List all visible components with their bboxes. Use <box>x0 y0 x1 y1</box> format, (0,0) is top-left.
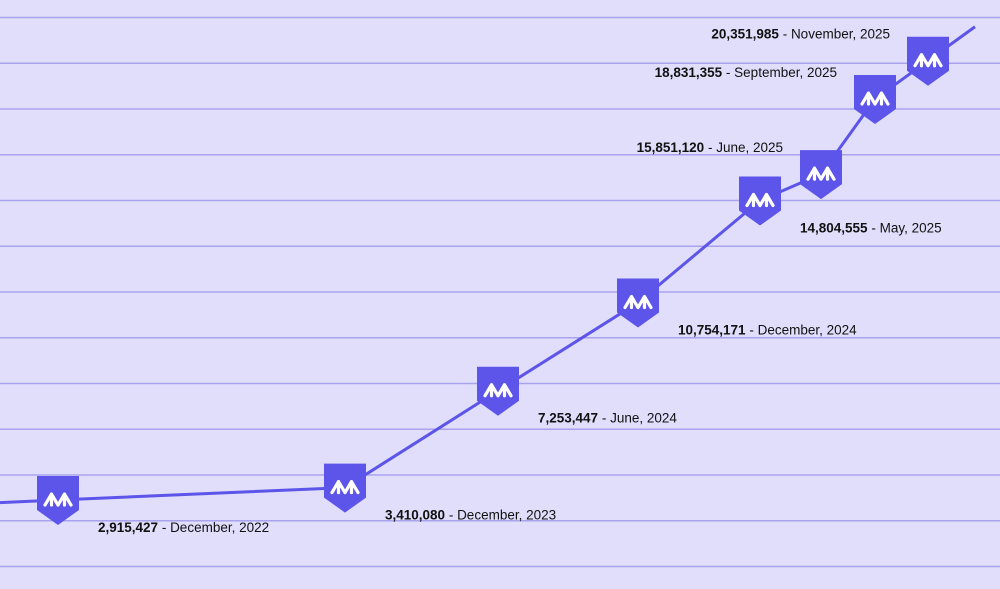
data-label-date: June, 2025 <box>716 140 783 155</box>
arrow-m-logo-icon <box>483 383 513 398</box>
arrow-m-logo-icon <box>623 294 653 310</box>
marker-shape <box>617 278 659 328</box>
series-line <box>0 25 976 505</box>
data-point-marker <box>800 150 842 200</box>
data-point-marker <box>477 366 519 416</box>
data-label-separator: - <box>598 411 610 426</box>
data-label-separator: - <box>868 220 880 235</box>
marker-shape <box>477 366 519 416</box>
data-label: 3,410,080 - December, 2023 <box>385 508 556 523</box>
data-label: 18,831,355 - September, 2025 <box>655 65 837 80</box>
data-label-value: 20,351,985 <box>711 27 779 42</box>
data-label: 15,851,120 - June, 2025 <box>637 140 783 155</box>
marker-shape <box>739 176 781 226</box>
data-point-marker <box>37 476 79 526</box>
arrow-m-logo-icon <box>330 479 360 495</box>
marker-shape <box>800 150 842 200</box>
data-label-value: 10,754,171 <box>678 323 746 338</box>
arrow-m-logo-icon <box>913 53 943 68</box>
gridlines <box>0 16 1000 568</box>
data-label-separator: - <box>722 65 734 80</box>
data-label: 7,253,447 - June, 2024 <box>538 411 677 426</box>
data-label: 2,915,427 - December, 2022 <box>98 520 269 535</box>
data-label-date: May, 2025 <box>880 220 942 235</box>
data-label-date: December, 2024 <box>758 323 858 338</box>
data-label-value: 18,831,355 <box>655 65 723 80</box>
data-label-value: 14,804,555 <box>800 220 868 235</box>
data-label-value: 7,253,447 <box>538 411 598 426</box>
data-label-date: December, 2022 <box>170 520 269 535</box>
data-label-separator: - <box>158 520 170 535</box>
marker-shape <box>37 476 79 526</box>
data-label-date: December, 2023 <box>457 508 556 523</box>
data-label-separator: - <box>779 27 791 42</box>
marker-shape <box>854 75 896 125</box>
data-label: 10,754,171 - December, 2024 <box>678 323 857 338</box>
marker-shape <box>324 463 366 513</box>
data-label-group: 2,915,427 - December, 2022 3,410,080 - De… <box>98 27 942 535</box>
data-label-date: November, 2025 <box>791 27 890 42</box>
arrow-m-logo-icon <box>860 91 890 106</box>
data-point-marker <box>739 176 781 226</box>
arrow-m-logo-icon <box>43 492 73 507</box>
marker-group <box>37 36 949 526</box>
data-point-marker <box>617 278 659 328</box>
data-point-marker <box>324 463 366 513</box>
data-point-marker <box>907 36 949 86</box>
data-label-separator: - <box>445 508 457 523</box>
series-line-group <box>0 25 976 505</box>
data-label-separator: - <box>746 323 758 338</box>
data-label-value: 15,851,120 <box>637 140 705 155</box>
data-label-date: September, 2025 <box>734 65 837 80</box>
arrow-m-logo-icon <box>745 192 775 208</box>
data-label-value: 2,915,427 <box>98 520 158 535</box>
data-label-separator: - <box>704 140 716 155</box>
data-label: 14,804,555 - May, 2025 <box>800 220 942 235</box>
data-label-date: June, 2024 <box>610 411 677 426</box>
arrow-m-logo-icon <box>806 166 836 181</box>
data-label: 20,351,985 - November, 2025 <box>711 27 890 42</box>
data-label-value: 3,410,080 <box>385 508 445 523</box>
marker-shape <box>907 36 949 86</box>
data-point-marker <box>854 75 896 125</box>
